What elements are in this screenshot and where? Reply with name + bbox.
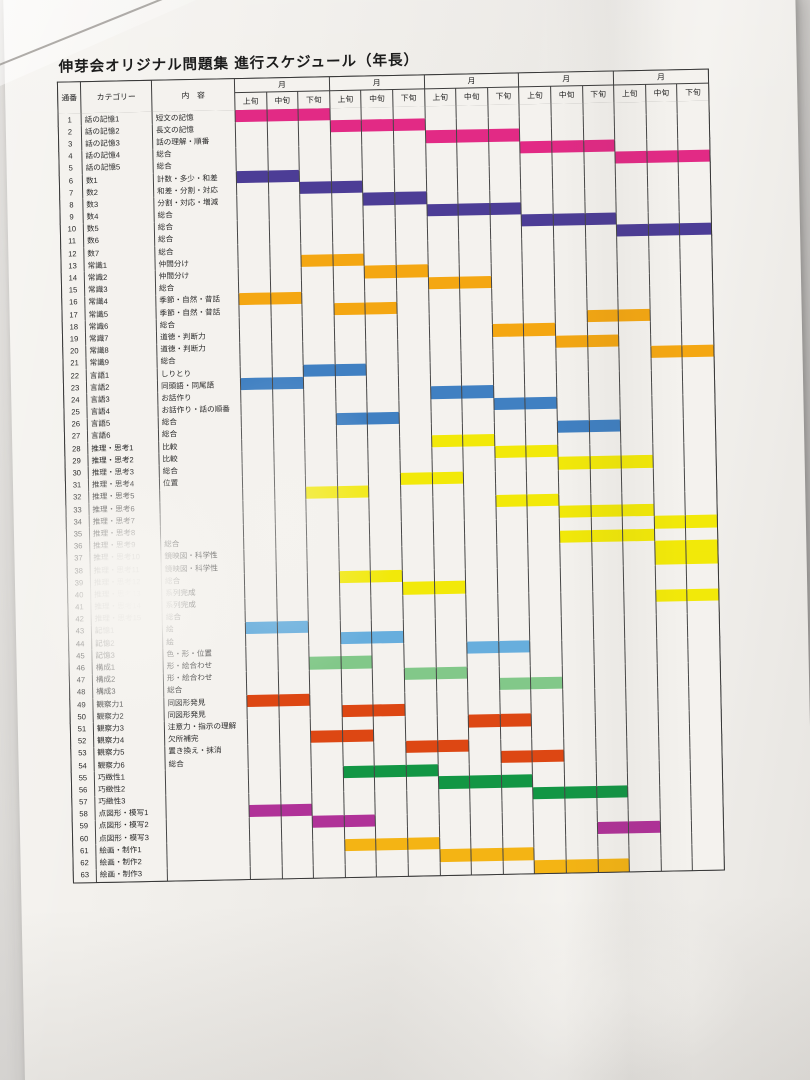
header-period: 中旬 xyxy=(645,84,677,102)
grid-cell xyxy=(692,856,724,870)
header-period: 上旬 xyxy=(424,88,456,107)
header-period: 上旬 xyxy=(329,90,361,109)
grid-cell xyxy=(661,856,693,871)
schedule-bar-cell xyxy=(566,858,598,873)
header-period: 下旬 xyxy=(582,85,614,104)
header-period: 下旬 xyxy=(677,83,709,102)
header-period: 中旬 xyxy=(551,86,583,104)
header-month: 月 xyxy=(329,75,424,91)
category-cell: 絵画・制作3 xyxy=(96,867,167,882)
header-period: 上旬 xyxy=(235,92,267,111)
header-category: カテゴリー xyxy=(80,80,152,114)
header-period: 上旬 xyxy=(614,84,646,103)
row-number-cell: 63 xyxy=(73,868,96,883)
header-month: 月 xyxy=(614,69,709,85)
grid-cell xyxy=(629,857,661,872)
table-body: 1 話の記憶1 短文の記憶 2 話の記憶2 長文の記憶 3 話の記憶3 話の理解・順番 4 話の記憶… xyxy=(57,100,725,884)
header-period: 中旬 xyxy=(456,88,488,106)
header-period: 下旬 xyxy=(487,87,519,106)
grid-cell xyxy=(440,861,472,875)
grid-cell xyxy=(313,863,345,878)
header-no: 通番 xyxy=(57,82,81,114)
content-cell xyxy=(167,865,250,881)
schedule-bar-cell xyxy=(535,859,566,874)
header-period: 中旬 xyxy=(361,89,393,108)
glare-overlay xyxy=(451,875,786,1080)
grid-cell xyxy=(503,859,535,874)
schedule-bar-cell xyxy=(598,858,630,872)
grid-cell xyxy=(282,864,314,879)
header-month: 月 xyxy=(519,71,614,87)
grid-cell xyxy=(408,861,440,876)
header-content: 内 容 xyxy=(151,79,235,112)
header-period: 下旬 xyxy=(393,89,425,107)
grid-cell xyxy=(250,864,282,879)
header-period: 上旬 xyxy=(519,86,551,105)
paper-sheet: 伸芽会オリジナル問題集 進行スケジュール（年長） 通番 カテゴリー内 容月月月月月… xyxy=(3,0,810,1080)
header-period: 下旬 xyxy=(298,91,330,109)
header-month: 月 xyxy=(234,77,329,93)
grid-cell xyxy=(471,860,503,875)
page-title: 伸芽会オリジナル問題集 進行スケジュール（年長） xyxy=(58,52,420,76)
grid-cell xyxy=(377,862,408,877)
header-period: 中旬 xyxy=(266,91,298,110)
header-month: 月 xyxy=(424,73,519,89)
schedule-table: 通番 カテゴリー内 容月月月月月上旬 中旬 下旬 上旬 中旬 下旬 上旬 中旬 下旬 上旬 中旬 下旬上… xyxy=(56,68,725,884)
grid-cell xyxy=(345,863,377,877)
